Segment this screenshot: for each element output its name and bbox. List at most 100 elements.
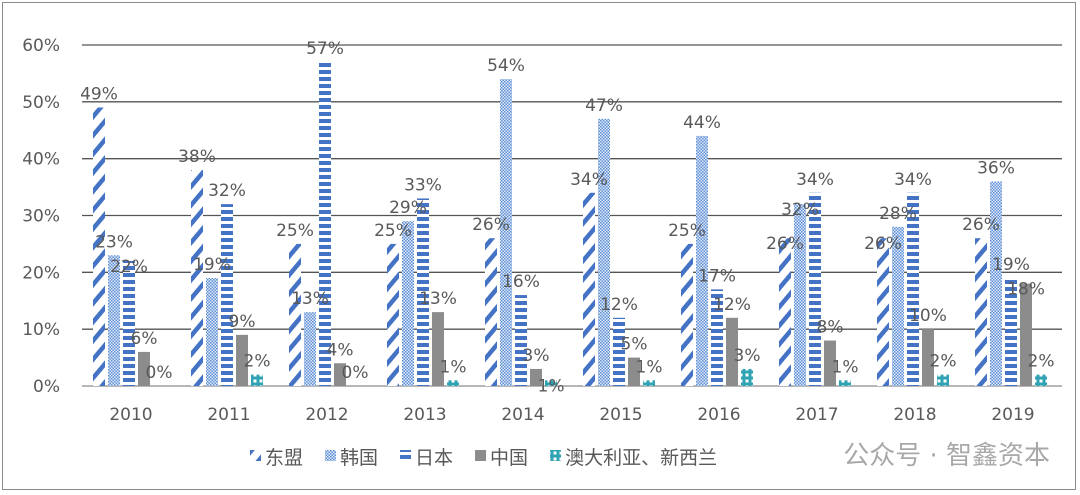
bar-diagonal xyxy=(779,238,791,386)
x-tick-label: 2013 xyxy=(403,405,446,425)
data-label: 26% xyxy=(864,234,902,254)
data-label: 12% xyxy=(713,295,751,315)
legend-item: 中国 xyxy=(475,447,528,469)
bar-solid xyxy=(922,329,934,386)
x-tick-label: 2015 xyxy=(599,405,642,425)
bar-solid xyxy=(138,351,150,386)
legend-item: 韩国 xyxy=(325,447,378,469)
data-label: 38% xyxy=(178,147,216,167)
data-label: 34% xyxy=(570,170,608,190)
data-label: 36% xyxy=(977,158,1015,178)
bar-checker xyxy=(598,118,610,386)
bar-solid xyxy=(824,340,836,386)
data-label: 1% xyxy=(636,357,663,377)
bar-solid xyxy=(530,368,542,386)
x-tick-label: 2010 xyxy=(109,405,152,425)
y-tick-label: 50% xyxy=(22,93,60,113)
bar-diagonal xyxy=(877,238,889,386)
data-label: 54% xyxy=(487,56,525,76)
bar-checker xyxy=(500,79,512,386)
data-label: 17% xyxy=(698,266,736,286)
data-label: 26% xyxy=(472,215,510,235)
bar-checker xyxy=(892,226,904,386)
bar-checker xyxy=(402,221,414,386)
data-label: 2% xyxy=(244,352,271,372)
data-label: 1% xyxy=(538,376,565,396)
bar-checker xyxy=(696,135,708,386)
x-tick-label: 2017 xyxy=(795,405,838,425)
data-label: 47% xyxy=(585,96,623,116)
bar-diagonal xyxy=(93,107,105,387)
bar-lattice xyxy=(1035,374,1047,386)
data-label: 33% xyxy=(404,175,442,195)
legend-label: 韩国 xyxy=(340,447,378,469)
bar-solid xyxy=(726,317,738,386)
bar-horizontal xyxy=(221,204,233,386)
bar-solid xyxy=(432,312,444,386)
data-label: 9% xyxy=(229,312,256,332)
data-label: 2% xyxy=(930,352,957,372)
data-label: 12% xyxy=(600,295,638,315)
bar-horizontal xyxy=(417,198,429,386)
bar-lattice xyxy=(251,374,263,386)
data-label: 1% xyxy=(440,357,467,377)
legend-swatch xyxy=(400,450,412,461)
legend-label: 日本 xyxy=(415,447,453,469)
bar-horizontal xyxy=(711,289,723,386)
watermark-text: 公众号 · 智鑫资本 xyxy=(843,441,1050,471)
data-label: 8% xyxy=(817,318,844,338)
data-label: 13% xyxy=(291,289,329,309)
data-label: 34% xyxy=(894,170,932,190)
bar-horizontal xyxy=(809,192,821,386)
legend-swatch xyxy=(550,450,562,461)
data-label: 57% xyxy=(306,39,344,59)
bar-diagonal xyxy=(975,238,987,386)
legend-swatch xyxy=(250,450,261,461)
bar-horizontal xyxy=(907,192,919,386)
data-label: 1% xyxy=(832,357,859,377)
bar-checker xyxy=(108,255,120,386)
bar-diagonal xyxy=(681,243,693,386)
x-tick-label: 2012 xyxy=(305,405,348,425)
legend-item: 澳大利亚、新西兰 xyxy=(550,447,717,469)
y-tick-label: 10% xyxy=(22,320,60,340)
data-label: 25% xyxy=(374,221,412,241)
data-label: 2% xyxy=(1028,352,1055,372)
bar-checker xyxy=(990,181,1002,386)
bar-solid xyxy=(628,357,640,386)
legend-item: 日本 xyxy=(400,447,453,469)
data-label: 0% xyxy=(342,363,369,383)
data-label: 19% xyxy=(193,255,231,275)
bar-checker xyxy=(794,204,806,386)
bar-diagonal xyxy=(485,238,497,386)
y-tick-label: 0% xyxy=(33,377,60,397)
x-tick-label: 2016 xyxy=(697,405,740,425)
x-tick-label: 2018 xyxy=(893,405,936,425)
data-label: 32% xyxy=(781,200,819,220)
data-label: 16% xyxy=(502,272,540,292)
bar-horizontal xyxy=(515,295,527,386)
bar-lattice xyxy=(643,380,655,386)
data-label: 10% xyxy=(909,306,947,326)
data-label: 0% xyxy=(146,363,173,383)
bar-lattice xyxy=(545,380,557,386)
bar-horizontal xyxy=(123,260,135,386)
bar-diagonal xyxy=(191,170,203,386)
legend-label: 中国 xyxy=(490,447,528,469)
legend-label: 澳大利亚、新西兰 xyxy=(565,447,717,469)
data-label: 25% xyxy=(276,221,314,241)
data-label: 3% xyxy=(523,346,550,366)
bar-diagonal xyxy=(387,243,399,386)
bar-lattice xyxy=(839,380,851,386)
bar-solid xyxy=(236,334,248,386)
legend-swatch xyxy=(325,450,337,461)
y-tick-label: 60% xyxy=(22,36,60,56)
data-label: 44% xyxy=(683,113,721,133)
bar-lattice xyxy=(741,368,753,386)
legend-label: 东盟 xyxy=(265,447,303,469)
data-label: 6% xyxy=(131,329,158,349)
y-tick-label: 20% xyxy=(22,263,60,283)
data-label: 28% xyxy=(879,204,917,224)
